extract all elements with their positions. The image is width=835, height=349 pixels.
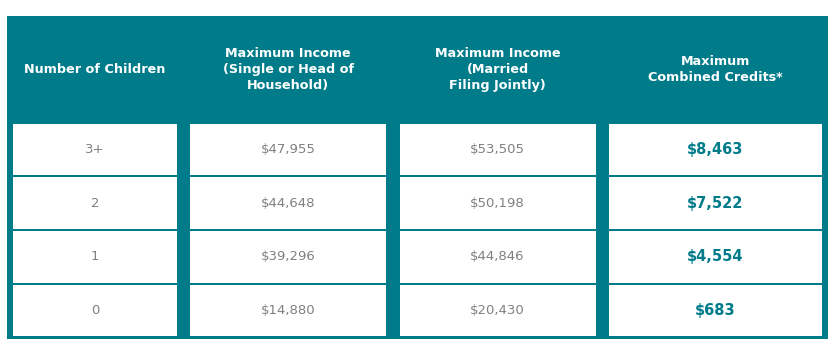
Text: Number of Children: Number of Children (24, 64, 165, 76)
Bar (399, 231, 595, 283)
Text: $44,846: $44,846 (470, 250, 525, 263)
Text: 1: 1 (91, 250, 99, 263)
Text: $20,430: $20,430 (470, 304, 525, 317)
Bar (609, 124, 822, 175)
Text: 2: 2 (91, 196, 99, 210)
Bar (609, 285, 822, 336)
Text: $4,554: $4,554 (687, 250, 744, 264)
Text: $53,505: $53,505 (470, 143, 525, 156)
Text: $47,955: $47,955 (261, 143, 316, 156)
Bar (609, 177, 822, 229)
Bar (13, 124, 177, 175)
Bar (609, 231, 822, 283)
Text: $8,463: $8,463 (687, 142, 743, 157)
Text: Maximum Income
(Married
Filing Jointly): Maximum Income (Married Filing Jointly) (435, 47, 560, 92)
Text: $7,522: $7,522 (687, 196, 743, 210)
Bar (190, 285, 386, 336)
Bar (399, 177, 595, 229)
Bar (13, 231, 177, 283)
Bar (13, 285, 177, 336)
Text: $39,296: $39,296 (261, 250, 316, 263)
Text: $50,198: $50,198 (470, 196, 525, 210)
Text: 3+: 3+ (85, 143, 104, 156)
Text: 0: 0 (91, 304, 99, 317)
Bar (399, 285, 595, 336)
Text: Maximum Income
(Single or Head of
Household): Maximum Income (Single or Head of Househ… (223, 47, 354, 92)
Bar (13, 177, 177, 229)
Text: $683: $683 (695, 303, 736, 318)
Bar (190, 177, 386, 229)
Bar (190, 231, 386, 283)
Text: $44,648: $44,648 (261, 196, 316, 210)
Bar (399, 124, 595, 175)
Text: $14,880: $14,880 (261, 304, 316, 317)
Text: Maximum
Combined Credits*: Maximum Combined Credits* (648, 55, 782, 84)
Bar (190, 124, 386, 175)
